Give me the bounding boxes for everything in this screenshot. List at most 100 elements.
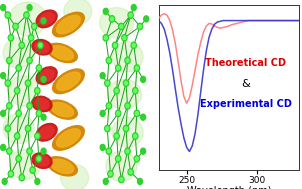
Circle shape: [144, 16, 149, 22]
Circle shape: [1, 110, 6, 116]
Circle shape: [106, 81, 109, 85]
Circle shape: [36, 110, 42, 117]
Circle shape: [108, 59, 110, 62]
Ellipse shape: [32, 96, 52, 112]
Circle shape: [16, 110, 21, 117]
Circle shape: [114, 44, 117, 47]
Circle shape: [119, 176, 124, 183]
Circle shape: [139, 25, 141, 28]
Circle shape: [109, 172, 112, 176]
Circle shape: [8, 104, 11, 108]
Circle shape: [5, 80, 11, 86]
Circle shape: [106, 103, 111, 109]
Circle shape: [133, 133, 138, 139]
Circle shape: [106, 57, 111, 64]
Circle shape: [112, 42, 118, 49]
Ellipse shape: [39, 126, 54, 139]
Circle shape: [120, 25, 123, 28]
Circle shape: [8, 149, 11, 153]
Ellipse shape: [56, 72, 80, 91]
Circle shape: [116, 65, 121, 71]
Circle shape: [37, 66, 40, 70]
Circle shape: [28, 104, 31, 108]
Circle shape: [106, 148, 111, 154]
Text: &: &: [241, 79, 250, 89]
Circle shape: [125, 57, 130, 64]
Circle shape: [17, 157, 20, 160]
Circle shape: [17, 66, 20, 70]
Circle shape: [14, 133, 20, 139]
Circle shape: [33, 25, 36, 28]
Ellipse shape: [107, 79, 142, 110]
Circle shape: [30, 167, 35, 173]
Circle shape: [2, 178, 7, 184]
Circle shape: [36, 156, 42, 162]
Circle shape: [41, 148, 46, 154]
Circle shape: [35, 133, 40, 139]
Ellipse shape: [39, 69, 54, 82]
Circle shape: [117, 66, 120, 70]
Circle shape: [134, 156, 140, 162]
Circle shape: [36, 134, 39, 138]
Circle shape: [20, 44, 23, 47]
Circle shape: [116, 156, 121, 162]
Circle shape: [7, 103, 12, 109]
Ellipse shape: [53, 69, 84, 94]
Circle shape: [141, 114, 146, 120]
Circle shape: [124, 81, 127, 85]
Circle shape: [129, 170, 132, 174]
Circle shape: [16, 134, 18, 138]
Circle shape: [122, 35, 127, 41]
Circle shape: [35, 88, 40, 94]
Circle shape: [9, 172, 12, 176]
Text: Experimental CD: Experimental CD: [200, 99, 291, 109]
Circle shape: [135, 157, 138, 160]
Circle shape: [41, 76, 46, 82]
Ellipse shape: [112, 117, 143, 147]
Circle shape: [116, 110, 121, 117]
Circle shape: [1, 73, 6, 79]
Circle shape: [126, 59, 129, 62]
Ellipse shape: [9, 2, 47, 36]
Circle shape: [100, 73, 105, 79]
Ellipse shape: [35, 42, 49, 53]
Text: Theoretical CD: Theoretical CD: [205, 58, 286, 68]
Circle shape: [125, 148, 130, 154]
Circle shape: [28, 149, 31, 153]
Circle shape: [104, 36, 107, 40]
Circle shape: [35, 178, 40, 184]
Circle shape: [37, 157, 40, 160]
Circle shape: [119, 23, 124, 30]
Circle shape: [38, 42, 43, 49]
Circle shape: [126, 104, 129, 108]
Circle shape: [114, 133, 119, 139]
Circle shape: [36, 89, 39, 92]
Circle shape: [20, 176, 23, 179]
Ellipse shape: [53, 12, 84, 37]
Circle shape: [108, 149, 110, 153]
Circle shape: [41, 114, 46, 120]
Circle shape: [120, 178, 123, 181]
Ellipse shape: [32, 153, 52, 168]
Circle shape: [28, 35, 34, 41]
Circle shape: [1, 5, 6, 11]
Ellipse shape: [36, 67, 57, 84]
Circle shape: [27, 81, 30, 85]
Circle shape: [6, 127, 9, 130]
Circle shape: [105, 80, 110, 86]
Circle shape: [27, 148, 32, 154]
Circle shape: [132, 44, 135, 47]
Circle shape: [5, 125, 11, 132]
Circle shape: [25, 125, 31, 132]
Circle shape: [39, 44, 42, 47]
Ellipse shape: [36, 10, 57, 28]
Ellipse shape: [47, 157, 77, 176]
Circle shape: [17, 112, 20, 115]
Ellipse shape: [32, 40, 52, 55]
Circle shape: [137, 23, 143, 30]
Circle shape: [133, 88, 138, 94]
Circle shape: [115, 134, 118, 138]
Ellipse shape: [47, 100, 77, 119]
Circle shape: [117, 112, 120, 115]
Ellipse shape: [3, 113, 34, 144]
